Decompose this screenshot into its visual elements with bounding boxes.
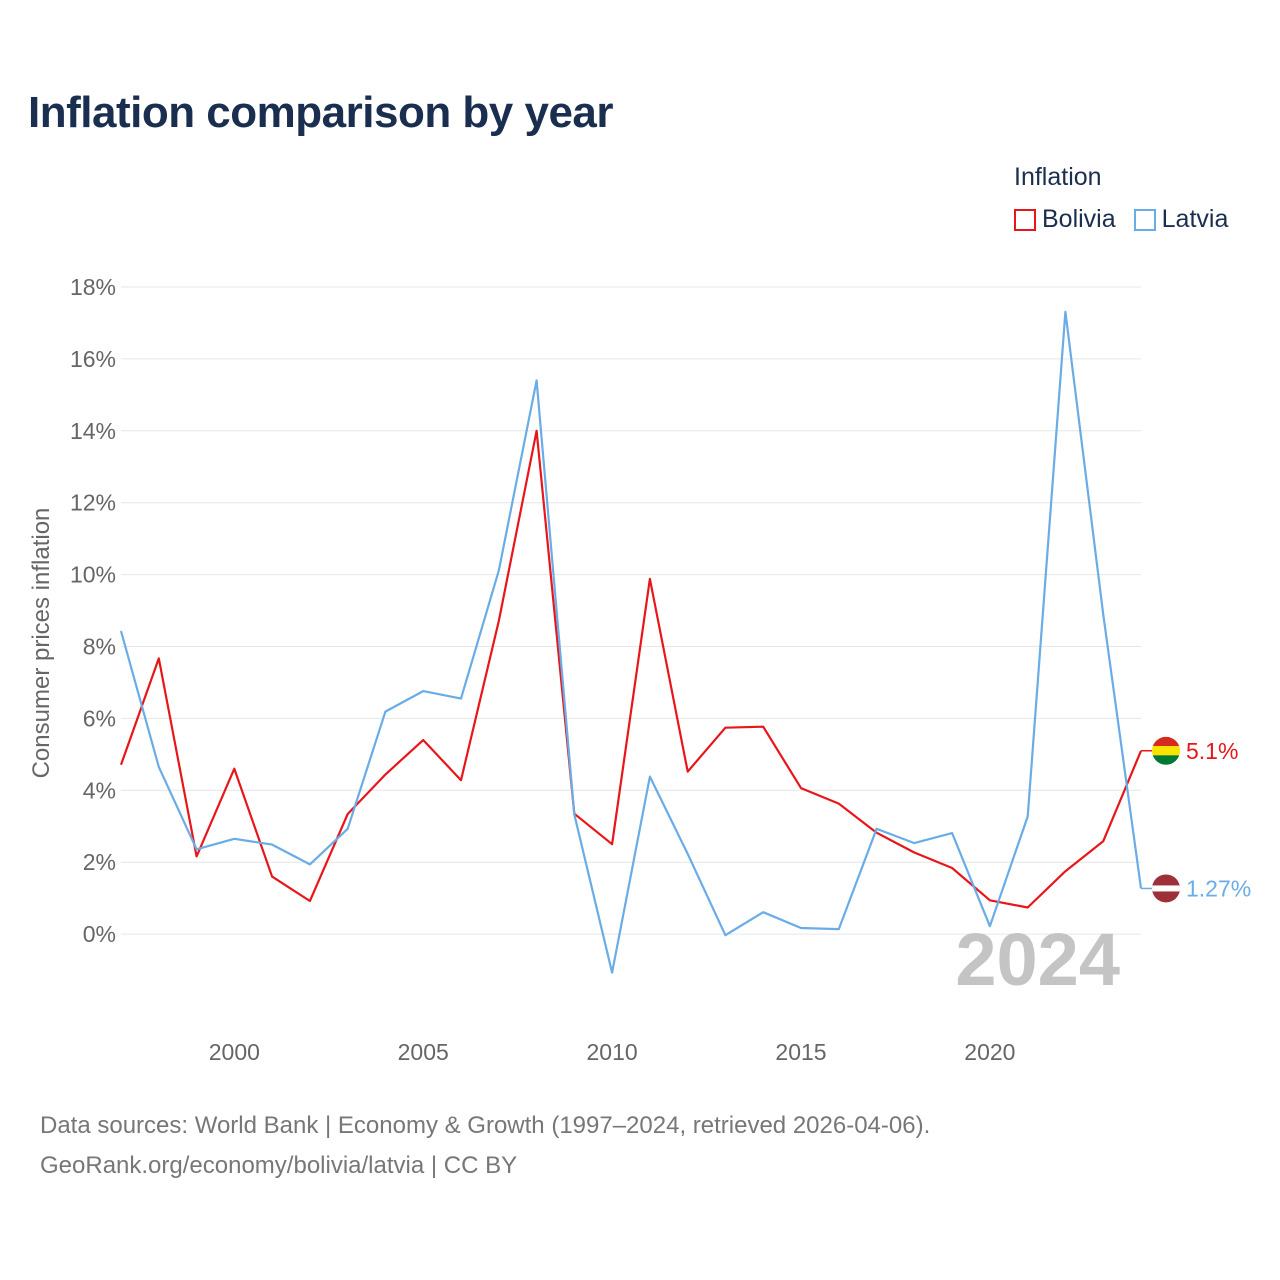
legend-swatch-bolivia [1014,208,1036,231]
legend-label-bolivia: Bolivia [1042,205,1116,233]
legend-label-latvia: Latvia [1161,205,1229,233]
y-tick-label: 18% [70,274,116,300]
chart-title: Inflation comparison by year [28,88,614,137]
y-tick-label: 10% [70,562,116,588]
x-tick-label: 2020 [964,1039,1015,1065]
legend: Bolivia Latvia [1014,205,1246,234]
series-line-latvia [119,310,1143,974]
year-watermark: 2024 [955,918,1120,1001]
y-tick-label: 12% [70,490,116,516]
y-tick-label: 8% [83,634,116,660]
y-tick-label: 6% [83,705,116,731]
x-tick-label: 2005 [398,1039,449,1065]
end-value-label-latvia: 1.27% [1186,875,1251,901]
legend-item-bolivia[interactable]: Bolivia [1014,205,1116,234]
x-tick-label: 2015 [775,1039,826,1065]
bolivia-flag-icon [1152,736,1180,765]
end-value-label-bolivia: 5.1% [1186,738,1238,764]
source-note: Data sources: World Bank | Economy & Gro… [40,1106,930,1186]
legend-title: Inflation [1014,163,1102,191]
y-tick-label: 0% [83,921,116,947]
y-tick-label: 4% [83,777,116,803]
series-line-bolivia [119,429,1143,909]
legend-item-latvia[interactable]: Latvia [1133,205,1229,234]
legend-swatch-latvia [1133,208,1156,231]
x-tick-label: 2000 [209,1039,260,1065]
source-line-2[interactable]: GeoRank.org/economy/bolivia/latvia | CC … [40,1152,518,1179]
source-line-1: Data sources: World Bank | Economy & Gro… [40,1112,931,1139]
line-chart: 0% 2% 4% 6% 8% 10% 12% 14% 16% 18% 2000 2005 2010 20… [70,274,1251,1065]
y-tick-label: 2% [83,849,116,875]
x-tick-label: 2010 [587,1039,638,1065]
latvia-flag-icon [1152,874,1180,903]
y-tick-label: 14% [70,418,116,444]
y-tick-label: 16% [70,346,116,372]
